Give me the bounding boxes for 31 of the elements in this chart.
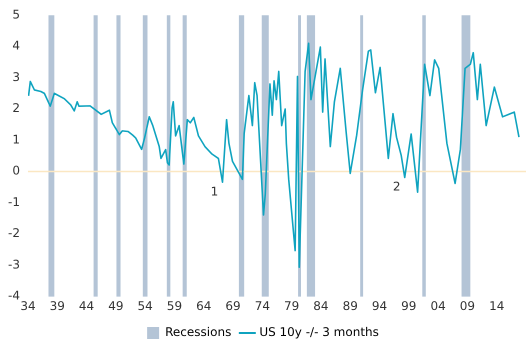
y-tick-label: 0: [12, 164, 20, 178]
x-tick-label: 79: [284, 298, 300, 313]
legend-label: US 10y -/- 3 months: [259, 325, 379, 340]
y-tick-label: 3: [12, 70, 20, 84]
annotation: 1: [210, 184, 218, 198]
x-tick-label: 04: [430, 298, 446, 313]
x-tick-label: 84: [313, 298, 329, 313]
y-tick-label: -4: [8, 288, 20, 303]
x-tick-label: 49: [108, 298, 124, 313]
y-tick-label: -3: [8, 257, 20, 272]
y-tick-label: -1: [8, 194, 20, 209]
x-tick-label: 59: [166, 298, 182, 313]
legend-label: Recessions: [165, 325, 232, 340]
x-tick-label: 99: [401, 298, 416, 313]
x-tick-label: 89: [342, 298, 358, 313]
x-tick-label: 69: [225, 298, 241, 313]
y-tick-label: -2: [8, 226, 20, 240]
annotation: 2: [392, 180, 401, 194]
x-tick-label: 09: [460, 298, 476, 313]
x-tick-label: 64: [196, 298, 212, 313]
y-tick-label: 1: [12, 132, 20, 146]
y-tick-label: 2: [12, 101, 20, 116]
y-tick-label: 4: [12, 38, 20, 53]
x-tick-label: 94: [372, 298, 388, 313]
x-tick-label: 74: [254, 298, 270, 313]
x-tick-label: 44: [78, 298, 94, 313]
y-tick-label: 5: [12, 7, 20, 22]
x-tick-label: 14: [489, 298, 504, 313]
x-tick-label: 34: [20, 298, 36, 313]
x-tick-label: 54: [138, 298, 153, 313]
x-tick-label: 39: [50, 298, 65, 313]
